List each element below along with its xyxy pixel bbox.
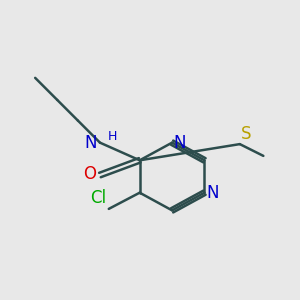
Text: N: N xyxy=(174,134,186,152)
Text: N: N xyxy=(206,184,218,202)
Text: O: O xyxy=(83,165,96,183)
Text: N: N xyxy=(85,134,97,152)
Text: H: H xyxy=(107,130,117,143)
Text: S: S xyxy=(241,124,252,142)
Text: Cl: Cl xyxy=(90,189,106,207)
